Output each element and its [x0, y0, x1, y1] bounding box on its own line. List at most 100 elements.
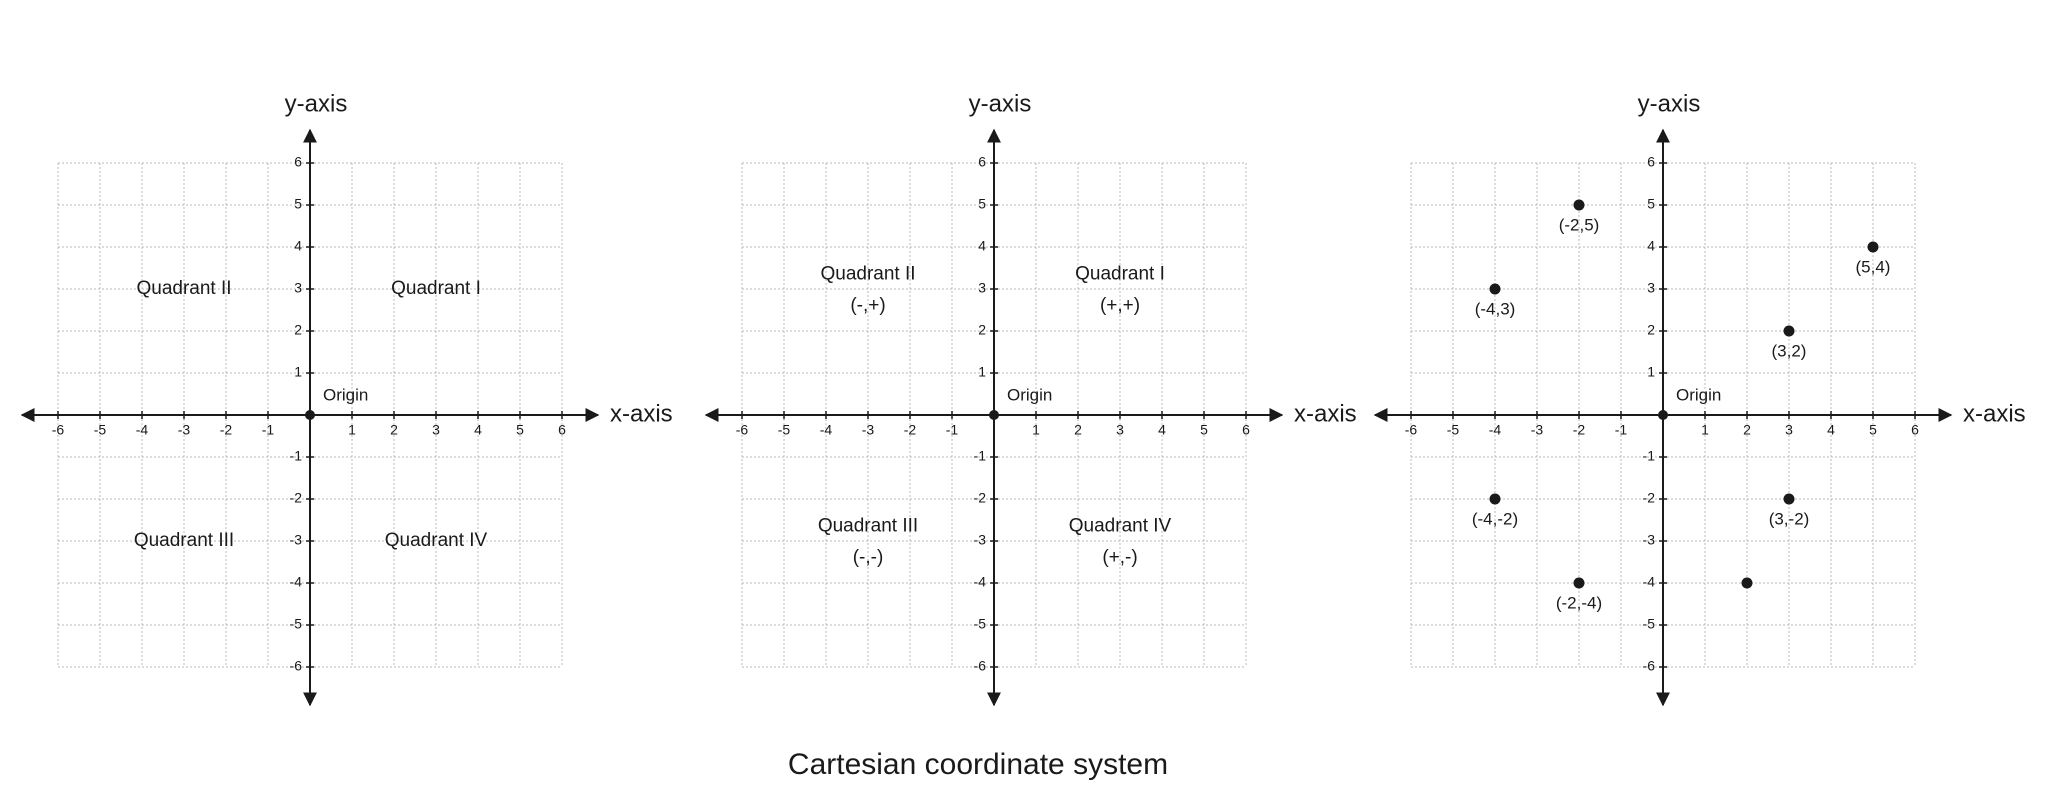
x-tick-label: 2 [390, 422, 398, 438]
x-tick-label: -6 [736, 422, 749, 438]
y-tick-label: -3 [290, 532, 303, 548]
y-tick-label: -4 [1643, 574, 1656, 590]
point-label: (3,2) [1772, 341, 1807, 360]
x-tick-label: 6 [1242, 422, 1250, 438]
origin-label: Origin [1676, 385, 1721, 404]
y-tick-label: 3 [978, 280, 986, 296]
quadrant-name: Quadrant I [1075, 263, 1165, 284]
x-tick-label: -5 [778, 422, 791, 438]
x-tick-label: 3 [1116, 422, 1124, 438]
quadrant-signs: (+,-) [1102, 547, 1137, 568]
point [1573, 199, 1585, 211]
y-tick-label: 1 [1647, 364, 1655, 380]
x-tick-label: 6 [1911, 422, 1919, 438]
y-tick-label: -5 [1643, 616, 1656, 632]
y-tick-label: 5 [978, 196, 986, 212]
y-tick-label: 2 [1647, 322, 1655, 338]
y-tick-label: 5 [1647, 196, 1655, 212]
point-label: (5,4) [1856, 257, 1891, 276]
y-tick-label: -4 [974, 574, 987, 590]
origin-label: Origin [323, 385, 368, 404]
y-tick-label: -5 [290, 616, 303, 632]
y-tick-label: 3 [294, 280, 302, 296]
y-tick-label: -1 [1643, 448, 1656, 464]
x-tick-label: -1 [262, 422, 275, 438]
x-tick-label: -2 [1573, 422, 1586, 438]
point-label: (3,-2) [1769, 509, 1810, 528]
point [1573, 577, 1585, 589]
x-tick-label: 1 [1701, 422, 1709, 438]
y-tick-label: -6 [974, 658, 987, 674]
y-tick-label: -1 [290, 448, 303, 464]
x-tick-label: 5 [516, 422, 524, 438]
x-tick-label: 3 [432, 422, 440, 438]
quadrant-name: Quadrant IV [385, 530, 488, 551]
x-tick-label: 2 [1074, 422, 1082, 438]
y-tick-label: -2 [974, 490, 987, 506]
quadrant-signs: (-,-) [853, 547, 884, 568]
x-tick-label: 4 [1827, 422, 1835, 438]
y-tick-label: 1 [978, 364, 986, 380]
origin-point [1658, 410, 1668, 420]
x-tick-label: -4 [820, 422, 833, 438]
x-tick-label: -4 [136, 422, 149, 438]
point-label: (-4,3) [1475, 299, 1516, 318]
x-tick-label: 1 [348, 422, 356, 438]
point [1867, 241, 1879, 253]
quadrant-name: Quadrant I [391, 278, 481, 299]
y-tick-label: 2 [978, 322, 986, 338]
x-tick-label: 4 [1158, 422, 1166, 438]
x-tick-label: -2 [904, 422, 917, 438]
point [1489, 493, 1501, 505]
quadrant-name: Quadrant III [134, 530, 234, 551]
quadrant-name: Quadrant II [136, 278, 231, 299]
y-tick-label: -3 [1643, 532, 1656, 548]
x-axis-label: x-axis [1963, 400, 2026, 427]
x-tick-label: 3 [1785, 422, 1793, 438]
y-tick-label: 6 [1647, 154, 1655, 170]
x-tick-label: -6 [1405, 422, 1418, 438]
x-tick-label: 1 [1032, 422, 1040, 438]
y-axis-label: y-axis [1638, 90, 1701, 117]
x-tick-label: -5 [1447, 422, 1460, 438]
x-tick-label: 5 [1869, 422, 1877, 438]
y-tick-label: 4 [1647, 238, 1655, 254]
y-axis-label: y-axis [285, 90, 348, 117]
y-tick-label: 4 [978, 238, 986, 254]
quadrant-signs: (-,+) [850, 295, 885, 316]
point [1741, 577, 1753, 589]
quadrant-name: Quadrant IV [1069, 515, 1172, 536]
y-tick-label: 3 [1647, 280, 1655, 296]
x-tick-label: -5 [94, 422, 107, 438]
y-tick-label: -5 [974, 616, 987, 632]
y-tick-label: -2 [290, 490, 303, 506]
x-axis-label: x-axis [610, 400, 673, 427]
origin-point [989, 410, 999, 420]
point-label: (-4,-2) [1472, 509, 1518, 528]
x-tick-label: 5 [1200, 422, 1208, 438]
x-tick-label: 4 [474, 422, 482, 438]
origin-label: Origin [1007, 385, 1052, 404]
y-tick-label: 4 [294, 238, 302, 254]
x-tick-label: 6 [558, 422, 566, 438]
x-tick-label: 2 [1743, 422, 1751, 438]
y-tick-label: -3 [974, 532, 987, 548]
x-tick-label: -2 [220, 422, 233, 438]
x-tick-label: -1 [1615, 422, 1628, 438]
y-tick-label: -2 [1643, 490, 1656, 506]
y-tick-label: 2 [294, 322, 302, 338]
figure-title: Cartesian coordinate system [788, 748, 1168, 781]
y-tick-label: 1 [294, 364, 302, 380]
point [1489, 283, 1501, 295]
y-tick-label: 6 [978, 154, 986, 170]
point [1783, 493, 1795, 505]
point-label: (-2,5) [1559, 215, 1600, 234]
x-tick-label: -1 [946, 422, 959, 438]
y-tick-label: 5 [294, 196, 302, 212]
y-tick-label: -6 [290, 658, 303, 674]
quadrant-name: Quadrant III [818, 515, 918, 536]
y-tick-label: -1 [974, 448, 987, 464]
quadrant-name: Quadrant II [820, 263, 915, 284]
quadrant-signs: (+,+) [1100, 295, 1140, 316]
